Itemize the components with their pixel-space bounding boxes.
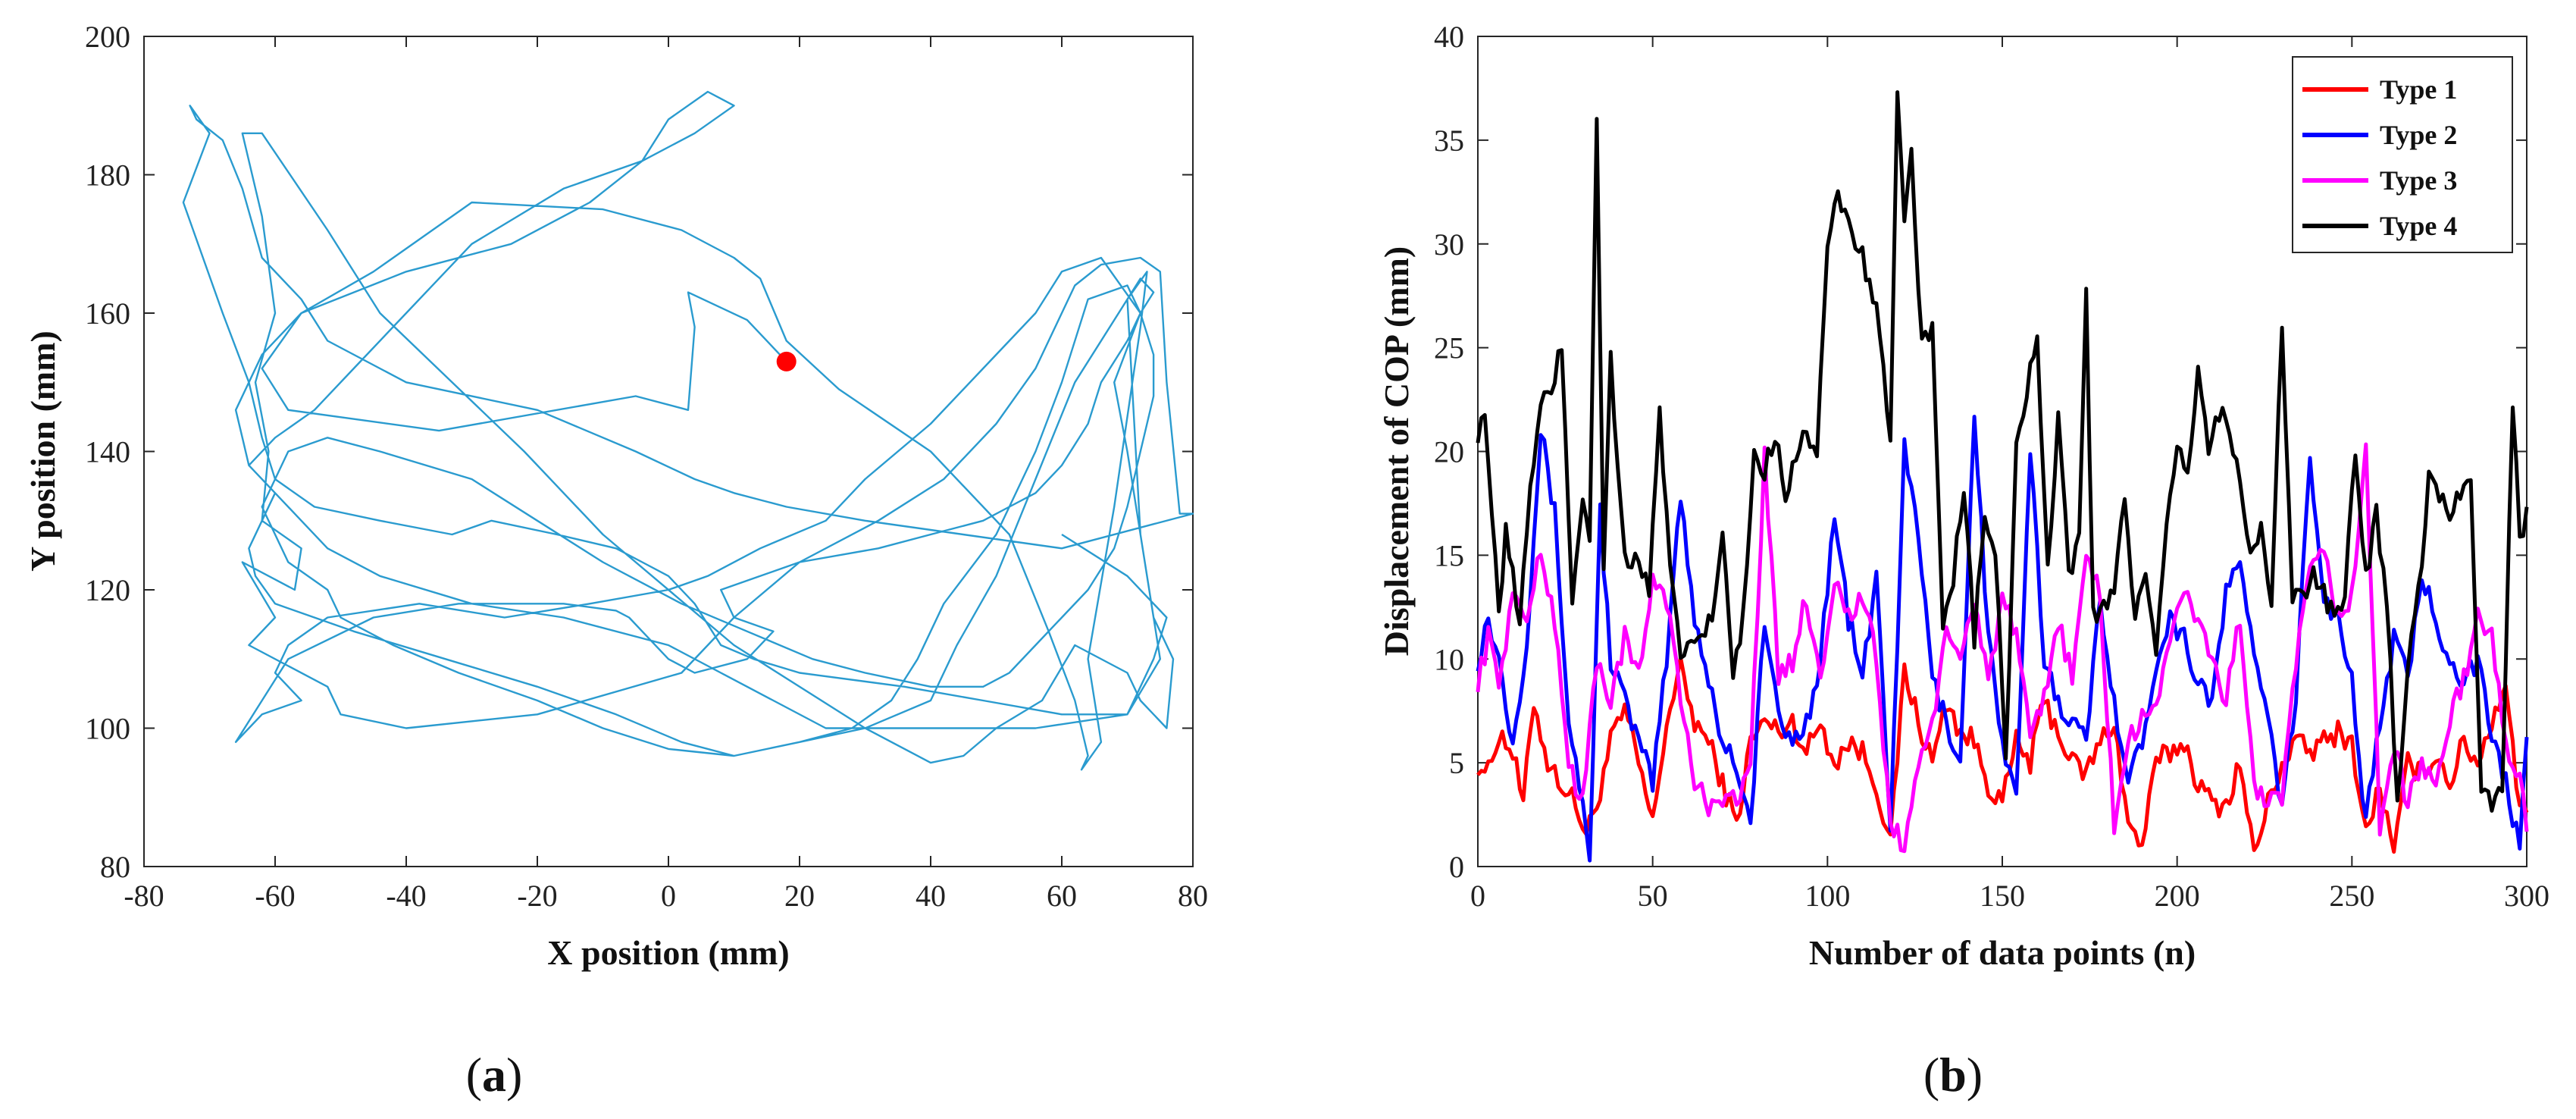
panel-b-y-axis-label: Displacement of COP (mm): [1377, 246, 1416, 656]
legend-label-type-2: Type 2: [2380, 120, 2457, 150]
panel-b-x-tick-label: 50: [1638, 879, 1668, 913]
legend-label-type-3: Type 3: [2380, 165, 2457, 196]
panel-a-caption-open: (: [466, 1048, 482, 1102]
panel-a-x-tick-label: 20: [784, 879, 815, 913]
panel-b-x-tick-label: 200: [2155, 879, 2200, 913]
panel-b-x-tick-label: 250: [2329, 879, 2374, 913]
panel-b-displacement-chart: 0 50 100 150 200 250 300 0 5 10 15 20 25 30 35 40 Numbe…: [1377, 20, 2549, 1102]
panel-b-x-tick-label: 150: [1980, 879, 2025, 913]
panel-a-x-tick-label: 40: [916, 879, 946, 913]
panel-b-caption-open: (: [1923, 1048, 1939, 1102]
start-point-marker: [776, 351, 797, 371]
panel-a-caption-letter: a: [482, 1048, 506, 1102]
panel-a-axis-ticks: -80 -60 -40 -20 0 20 40 60 80 80 100 120 140 160 180 20…: [85, 20, 1208, 913]
panel-b-axis-ticks: 0 50 100 150 200 250 300 0 5 10 15 20 25 30 35 40: [1434, 20, 2549, 913]
series-line-type-4: [1476, 90, 2529, 813]
panel-b-y-tick-label: 10: [1434, 642, 1464, 676]
panel-a-y-tick-label: 180: [85, 158, 130, 193]
legend-label-type-1: Type 1: [2380, 74, 2457, 105]
panel-a-x-tick-label: -80: [124, 879, 164, 913]
panel-a-caption-close: ): [506, 1048, 522, 1102]
panel-a-x-tick-label: -40: [386, 879, 426, 913]
panel-b-caption-letter: b: [1939, 1048, 1967, 1102]
panel-a-y-tick-label: 100: [85, 712, 130, 746]
panel-a-y-tick-label: 140: [85, 435, 130, 469]
panel-b-y-tick-label: 15: [1434, 538, 1464, 572]
panel-b-y-tick-label: 35: [1434, 124, 1464, 158]
panel-a-x-tick-label: -20: [517, 879, 557, 913]
series-line-type-3: [1476, 442, 2529, 854]
panel-a-y-tick-label: 200: [85, 20, 130, 54]
panel-b-y-tick-label: 5: [1449, 746, 1464, 780]
panel-b-x-tick-label: 100: [1804, 879, 1850, 913]
cop-trajectory-line: [182, 90, 1194, 771]
panel-b-y-tick-label: 25: [1434, 331, 1464, 365]
panel-b-x-tick-label: 300: [2504, 879, 2549, 913]
panel-b-caption-close: ): [1967, 1048, 1983, 1102]
panel-b-caption: (b): [1923, 1048, 1983, 1102]
panel-b-y-tick-label: 20: [1434, 435, 1464, 469]
panel-a-y-axis-label: Y position (mm): [23, 331, 62, 572]
panel-b-legend: Type 1 Type 2 Type 3 Type 4: [2292, 56, 2513, 253]
panel-b-x-tick-label: 0: [1470, 879, 1485, 913]
panel-b-marks: [1476, 90, 2529, 863]
panel-a-x-tick-label: 0: [661, 879, 676, 913]
panel-b-y-tick-label: 30: [1434, 227, 1464, 262]
series-line-type-2: [1476, 415, 2529, 863]
panel-a-y-tick-label: 80: [100, 850, 130, 884]
panel-a-x-axis-label: X position (mm): [547, 933, 789, 972]
panel-a-marks: [182, 90, 1194, 771]
panel-a-y-tick-label: 120: [85, 573, 130, 607]
panel-a-x-tick-label: 60: [1047, 879, 1077, 913]
panel-a-x-tick-label: -60: [255, 879, 295, 913]
panel-b-y-tick-label: 0: [1449, 850, 1464, 884]
panel-a-x-tick-label: 80: [1178, 879, 1208, 913]
panel-b-x-axis-label: Number of data points (n): [1809, 933, 2196, 972]
panel-a-y-tick-label: 160: [85, 296, 130, 331]
panel-a-trajectory-chart: -80 -60 -40 -20 0 20 40 60 80 80 100 120 140 160 180 20…: [23, 20, 1208, 1102]
series-line-type-1: [1476, 656, 2529, 854]
legend-label-type-4: Type 4: [2380, 211, 2457, 241]
panel-b-y-tick-label: 40: [1434, 20, 1464, 54]
panel-a-caption: (a): [466, 1048, 523, 1102]
